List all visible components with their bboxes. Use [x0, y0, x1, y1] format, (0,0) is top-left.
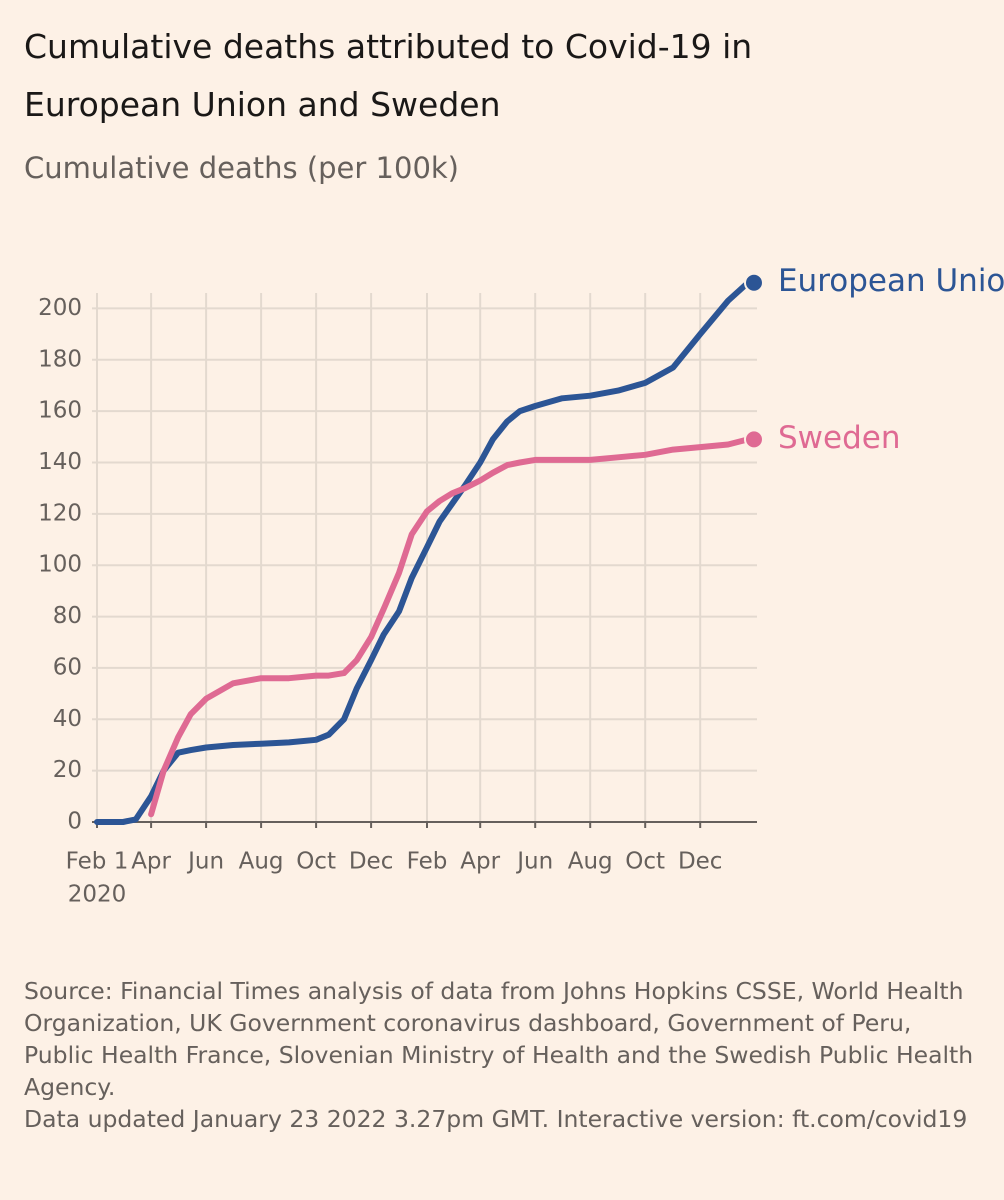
end-dot	[743, 429, 764, 450]
x-tick-label: Dec	[678, 849, 723, 875]
x-tick-label: Aug	[568, 849, 613, 875]
x-tick-label: Dec	[349, 849, 394, 875]
x-tick-label: Apr	[131, 849, 171, 875]
x-tick-label: Apr	[460, 849, 500, 875]
y-tick-label: 180	[38, 346, 82, 372]
x-tick-label: Feb 1	[66, 849, 129, 875]
chart-subtitle: Cumulative deaths (per 100k)	[24, 151, 459, 185]
y-tick-label: 160	[38, 398, 82, 424]
x-tick-year: 2020	[68, 882, 127, 908]
y-tick-label: 80	[53, 603, 82, 629]
series-line	[94, 279, 751, 825]
chart-title: Cumulative deaths attributed to Covid-19…	[24, 27, 752, 124]
note-text: Data updated January 23 2022 3.27pm GMT.…	[24, 1105, 968, 1133]
x-tick-label: Aug	[239, 849, 284, 875]
y-tick-label: 100	[38, 552, 82, 578]
y-tick-label: 200	[38, 295, 82, 321]
y-tick-label: 0	[67, 809, 82, 835]
y-tick-label: 20	[53, 757, 82, 783]
y-tick-label: 140	[38, 449, 82, 475]
x-tick-label: Jun	[515, 849, 553, 875]
chart: Cumulative deaths attributed to Covid-19…	[24, 27, 1004, 908]
source-text: Source: Financial Times analysis of data…	[24, 977, 974, 1101]
y-tick-label: 40	[53, 706, 82, 732]
y-tick-label: 120	[38, 500, 82, 526]
x-tick-label: Oct	[625, 849, 665, 875]
legend-label: Sweden	[778, 420, 901, 456]
end-dot	[743, 272, 764, 293]
legend-label: European Union	[778, 263, 1004, 299]
x-tick-label: Oct	[296, 849, 336, 875]
x-tick-label: Feb	[407, 849, 448, 875]
x-tick-label: Jun	[186, 849, 224, 875]
series-line	[148, 436, 751, 818]
y-tick-label: 60	[53, 654, 82, 680]
source-block: Source: Financial Times analysis of data…	[24, 975, 984, 1135]
